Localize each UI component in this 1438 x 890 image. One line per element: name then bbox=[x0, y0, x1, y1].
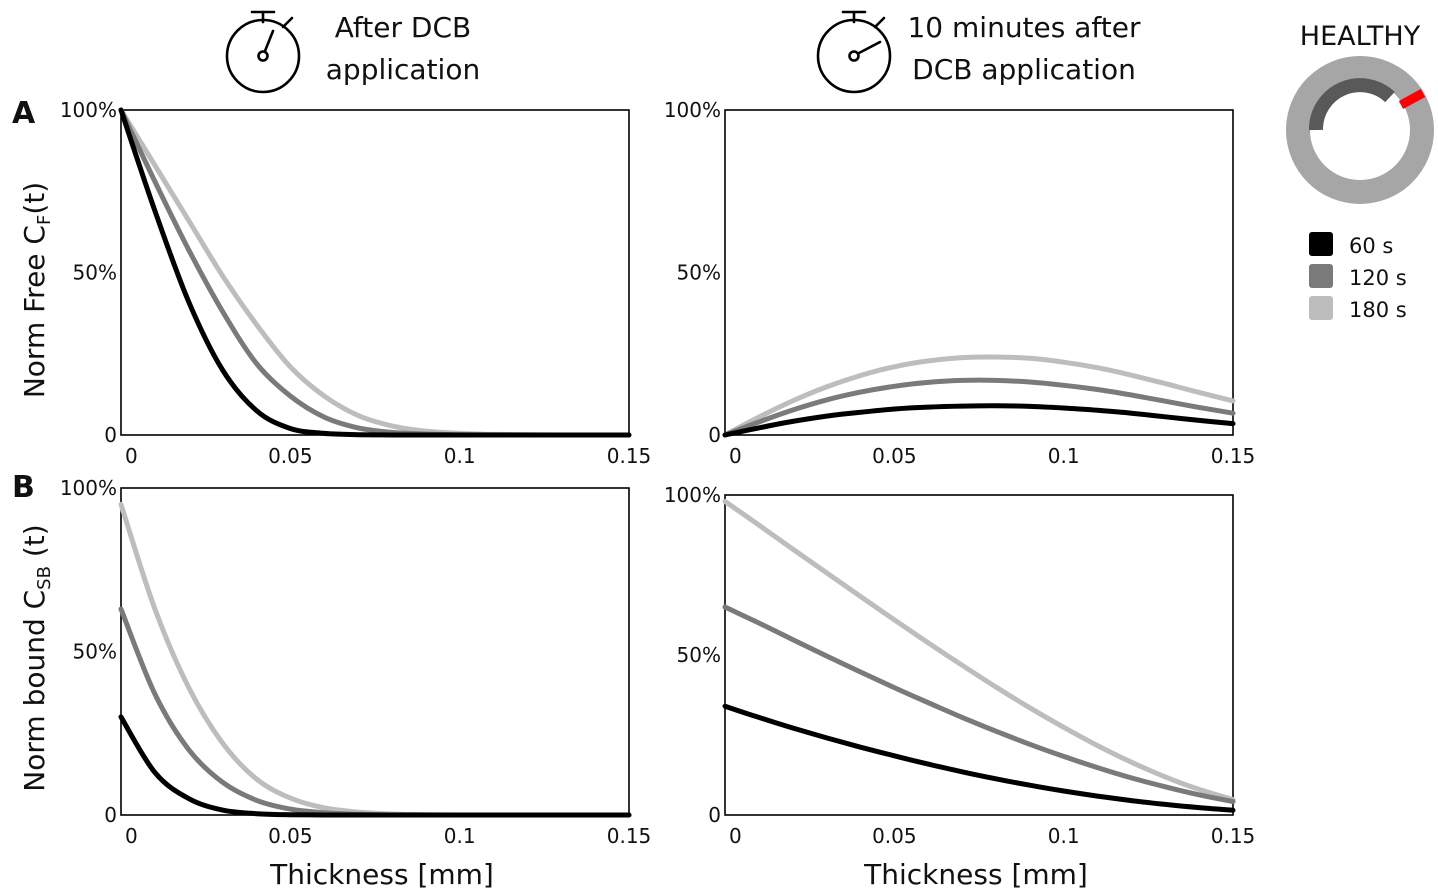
x-axis-label-left: Thickness [mm] bbox=[269, 858, 494, 890]
series-line-180s bbox=[118, 501, 632, 818]
plot-frame bbox=[120, 109, 630, 436]
x-tick-label: 0.05 bbox=[872, 824, 917, 848]
stopwatch-icon bbox=[225, 10, 301, 94]
left-header-line2: application bbox=[326, 53, 480, 86]
y-tick-label: 0 bbox=[708, 423, 721, 447]
x-tick-label: 0.1 bbox=[444, 824, 476, 848]
plot-frame bbox=[120, 487, 630, 816]
y-tick-label: 100% bbox=[664, 98, 721, 122]
y-tick-label: 0 bbox=[104, 423, 117, 447]
right-header-line1: 10 minutes after bbox=[907, 11, 1140, 44]
y-tick-label: 100% bbox=[60, 98, 117, 122]
panel-label-a: A bbox=[12, 96, 36, 131]
y-tick-label: 50% bbox=[73, 261, 117, 285]
series-line-120s bbox=[118, 107, 632, 438]
plot-frame bbox=[724, 109, 1234, 436]
y-axis-label-a: Norm Free CF(t) bbox=[18, 182, 55, 398]
plot-panel-b-right: 0 50% 100% 0 0.05 0.1 0.15 bbox=[664, 483, 1255, 848]
y-tick-label: 50% bbox=[73, 640, 117, 664]
y-tick-label: 100% bbox=[664, 483, 721, 507]
legend-swatch bbox=[1309, 232, 1333, 256]
legend-swatch bbox=[1309, 296, 1333, 320]
x-tick-label: 0.15 bbox=[607, 444, 652, 468]
x-tick-label: 0.05 bbox=[268, 444, 313, 468]
series-line-120s bbox=[722, 377, 1236, 438]
legend-swatch bbox=[1309, 264, 1333, 288]
y-tick-label: 0 bbox=[708, 803, 721, 827]
series-line-60s bbox=[722, 403, 1236, 438]
plot-panel-b-left: 0 50% 100% 0 0.05 0.1 0.15 bbox=[60, 476, 651, 848]
y-tick-label: 100% bbox=[60, 476, 117, 500]
x-tick-label: 0.05 bbox=[268, 824, 313, 848]
x-axis-label-right: Thickness [mm] bbox=[863, 858, 1088, 890]
x-tick-label: 0.15 bbox=[607, 824, 652, 848]
vessel-ring-icon bbox=[1286, 56, 1434, 204]
series-line-60s bbox=[118, 107, 632, 438]
series-line-180s bbox=[722, 354, 1236, 438]
legend-label: 120 s bbox=[1349, 266, 1407, 290]
series-line-120s bbox=[722, 604, 1236, 805]
x-tick-label: 0 bbox=[729, 824, 742, 848]
x-tick-label: 0 bbox=[125, 824, 138, 848]
panel-label-b: B bbox=[12, 470, 35, 505]
plot-panel-a-left: 0 50% 100% 0 0.05 0.1 0.15 bbox=[60, 98, 651, 468]
y-axis-label-b: Norm bound CSB (t) bbox=[18, 524, 55, 791]
red-marker bbox=[1398, 89, 1426, 109]
y-tick-label: 50% bbox=[677, 261, 721, 285]
x-tick-label: 0.15 bbox=[1211, 824, 1256, 848]
legend: 60 s 120 s 180 s bbox=[1309, 232, 1407, 322]
legend-label: 180 s bbox=[1349, 298, 1407, 322]
plot-frame bbox=[724, 494, 1234, 816]
x-tick-label: 0.1 bbox=[1048, 444, 1080, 468]
legend-label: 60 s bbox=[1349, 234, 1393, 258]
y-tick-label: 50% bbox=[677, 643, 721, 667]
series-line-180s bbox=[722, 498, 1236, 803]
series-line-180s bbox=[118, 107, 632, 438]
series-line-60s bbox=[722, 703, 1236, 813]
stopwatch-icon bbox=[816, 10, 892, 94]
series-line-120s bbox=[118, 606, 632, 818]
vessel-inner-arc bbox=[1308, 78, 1395, 131]
series-line-60s bbox=[118, 714, 632, 818]
x-tick-label: 0 bbox=[125, 444, 138, 468]
x-tick-label: 0 bbox=[729, 444, 742, 468]
x-tick-label: 0.05 bbox=[872, 444, 917, 468]
x-tick-label: 0.1 bbox=[1048, 824, 1080, 848]
left-header-line1: After DCB bbox=[335, 11, 471, 44]
y-tick-label: 0 bbox=[104, 803, 117, 827]
vessel-ring bbox=[1286, 56, 1434, 204]
right-header-line2: DCB application bbox=[912, 53, 1136, 86]
legend-title: HEALTHY bbox=[1300, 21, 1421, 52]
x-tick-label: 0.1 bbox=[444, 444, 476, 468]
plot-panel-a-right: 0 50% 100% 0 0.05 0.1 0.15 bbox=[664, 98, 1255, 468]
x-tick-label: 0.15 bbox=[1211, 444, 1256, 468]
